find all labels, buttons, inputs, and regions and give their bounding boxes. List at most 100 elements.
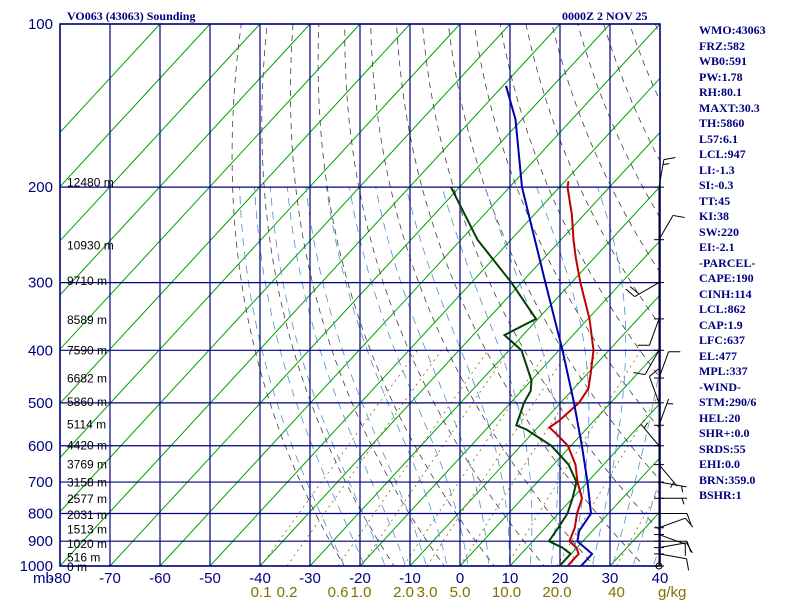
dry-adiabat-line <box>785 24 800 578</box>
sounding-title: VO063 (43063) Sounding <box>67 9 196 23</box>
wind-barb-staff <box>648 318 660 346</box>
height-label: 3769 m <box>67 458 107 472</box>
index-item: SW:220 <box>699 224 740 239</box>
dry-adiabat-line <box>344 24 545 566</box>
temperature-tick-label: -50 <box>199 570 221 587</box>
index-item: LFC:637 <box>699 333 745 347</box>
wind-barb-staff <box>658 542 687 549</box>
wind-barb-flag <box>686 541 692 553</box>
dry-adiabat-line <box>370 24 595 566</box>
wind-barb-staff <box>634 282 660 298</box>
height-label: 2031 m <box>67 508 107 522</box>
pressure-tick-label: 400 <box>28 342 53 359</box>
stability-indices-list: WMO:43063 FRZ:582 WB0:591 PW:1.78 RH:80.1 MAX… <box>699 23 766 504</box>
wind-barb-flag <box>633 372 646 376</box>
index-item: WB0:591 <box>699 54 747 68</box>
isotherm-line <box>559 456 660 566</box>
height-label: 10930 m <box>67 238 114 252</box>
mixing-ratio-tick-label: 5.0 <box>450 584 471 600</box>
height-label: 5114 m <box>67 417 106 431</box>
wind-barb-flag <box>686 513 692 525</box>
temperature-tick-label: -80 <box>49 570 71 587</box>
temperature-tick-label: 0 <box>456 570 464 587</box>
height-label: 12480 m <box>67 175 114 189</box>
moist-adiabat-line <box>254 187 366 566</box>
wind-barb-staff <box>658 517 686 529</box>
moist-adiabat-line <box>239 187 345 566</box>
index-item: -WIND- <box>699 379 741 394</box>
height-label: 516 m <box>67 550 100 564</box>
parcel-trace <box>505 85 594 566</box>
moist-adiabat-line <box>405 187 510 566</box>
temperature-tick-label: 40 <box>652 570 669 587</box>
temperature-tick-label: -20 <box>349 570 371 587</box>
mixing-ratio-unit-label: g/kg <box>658 584 686 600</box>
mixing-ratio-tick-label: 10.0 <box>492 584 521 600</box>
height-label: 6682 m <box>67 372 107 386</box>
index-item: CAPE:190 <box>699 271 754 285</box>
moist-adiabat-line <box>305 187 427 566</box>
wind-barb-flag <box>625 288 636 297</box>
index-item: LCL:862 <box>699 302 746 316</box>
mixing-ratio-tick-label: 0.6 <box>328 584 349 600</box>
index-item: TH:5860 <box>699 116 745 130</box>
dry-adiabat-line <box>290 24 445 566</box>
index-item: FRZ:582 <box>699 38 745 53</box>
wind-barb-half-flag <box>643 422 648 429</box>
index-item: MAXT:30.3 <box>699 100 760 115</box>
index-item: EI:-2.1 <box>699 240 735 254</box>
isotherm-lines <box>60 24 660 566</box>
moist-adiabat-line <box>632 476 660 566</box>
moist-adiabat-line <box>612 365 660 566</box>
pressure-tick-label: 500 <box>28 395 53 412</box>
height-label: 2577 m <box>67 492 107 506</box>
wind-barb-half-flag <box>662 163 670 166</box>
isotherm-line <box>60 24 211 188</box>
temperature-tick-label: -60 <box>149 570 171 587</box>
wind-barb-flag <box>663 157 676 161</box>
isotherm-line <box>60 24 411 405</box>
isotherm-line <box>509 402 660 566</box>
temperature-tick-label: 20 <box>552 570 569 587</box>
index-item: BRN:359.0 <box>699 472 756 487</box>
index-item: L57:6.1 <box>699 131 738 146</box>
moist-adiabat-line <box>375 187 490 566</box>
pressure-unit-label: mb <box>33 570 54 587</box>
plot-frame <box>59 23 661 567</box>
height-label: 1020 m <box>67 537 107 551</box>
wind-barb-staff <box>658 351 670 379</box>
height-label: 9710 m <box>67 274 107 288</box>
wind-barb-flag <box>684 517 694 528</box>
temperature-tick-label: 10 <box>502 570 519 587</box>
pressure-tick-label: 700 <box>28 474 53 491</box>
index-item: LI:-1.3 <box>699 162 735 177</box>
dry-adiabat-line <box>422 24 660 532</box>
mixing-ratio-tick-label: 0.1 <box>251 584 272 600</box>
mixing-ratio-line <box>426 350 570 566</box>
height-labels: 12480 m 10930 m 9710 m 8589 m 7590 m 6682 m 58… <box>67 175 114 574</box>
moist-adiabat-line <box>349 187 469 566</box>
index-item: CINH:114 <box>699 286 752 301</box>
wind-barb-half-flag <box>681 485 684 493</box>
wind-barb-flag <box>649 368 659 377</box>
mixing-ratio-tick-label: 3.0 <box>417 584 438 600</box>
isotherm-line <box>60 24 161 134</box>
wind-barb-staff <box>640 423 660 447</box>
index-item: SHR+:0.0 <box>699 426 750 440</box>
wind-barb-half-flag <box>681 498 685 505</box>
pressure-tick-label: 200 <box>28 179 53 196</box>
index-item: KI:38 <box>699 209 729 223</box>
temperature-tick-label: 30 <box>602 570 619 587</box>
index-item: LCL:947 <box>699 147 746 161</box>
temperature-tick-label: -10 <box>399 570 421 587</box>
height-label: 0 m <box>67 560 87 574</box>
mixing-ratio-lines <box>260 350 660 566</box>
wind-barb-flag <box>629 286 640 295</box>
mixing-ratio-line <box>360 350 510 566</box>
isotherm-line <box>459 348 660 566</box>
wind-barb-staff <box>658 553 687 560</box>
moist-adiabat-line <box>484 187 559 566</box>
height-label: 1513 m <box>67 523 107 537</box>
